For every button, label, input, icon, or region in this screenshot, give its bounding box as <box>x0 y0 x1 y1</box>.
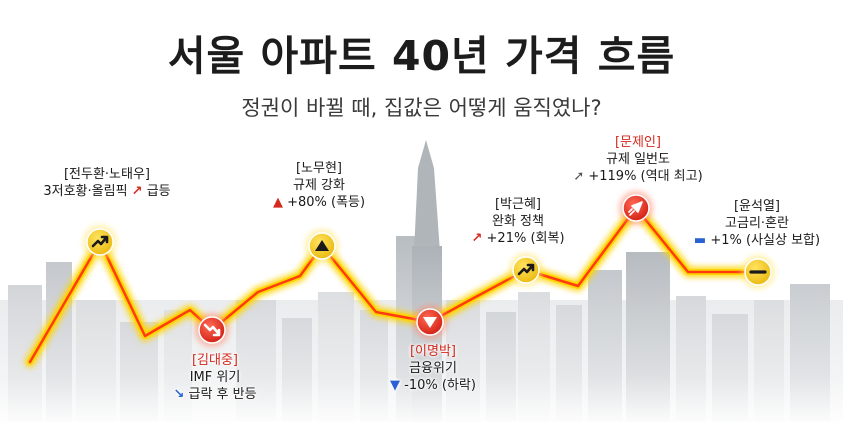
trend-up-icon <box>91 235 109 248</box>
era-change: +80% (폭등) <box>287 195 366 210</box>
label-yoon-sy: [윤석열] 고금리·혼란 ▬ +1% (사실상 보합) <box>682 198 832 249</box>
era-desc: 완화 정책 <box>492 214 544 229</box>
era-change: 급등 <box>146 184 171 199</box>
marker-1 <box>83 225 117 259</box>
trend-line-core <box>28 206 760 364</box>
era-name: [박근혜] <box>494 197 542 212</box>
marker-7 <box>741 255 775 289</box>
trend-down-icon <box>203 323 221 337</box>
rocket-icon <box>628 201 643 216</box>
marker-4 <box>413 305 447 339</box>
era-desc: 고금리·혼란 <box>725 216 789 231</box>
marker-5 <box>509 253 543 287</box>
era-name: [윤석열] <box>733 199 781 214</box>
trend-up-icon <box>517 263 535 276</box>
era-name: [김대중] <box>191 353 239 368</box>
label-kim-dj: [김대중] IMF 위기 ↘ 급락 후 반등 <box>150 352 280 403</box>
era-name: [이명박] <box>409 344 457 359</box>
triangle-up-icon <box>315 240 329 251</box>
era-desc: IMF 위기 <box>189 370 241 385</box>
trend-markers <box>83 191 775 347</box>
label-roh-mh: [노무현] 규제 강화 ▲ +80% (폭등) <box>254 160 384 211</box>
era-change: -10% (하락) <box>404 378 476 393</box>
triangle-down-icon <box>423 317 437 328</box>
page-subtitle: 정권이 바뀔 때, 집값은 어떻게 움직였나? <box>241 96 602 120</box>
rocket-icon: ➚ <box>573 169 585 184</box>
label-park-gh: [박근혜] 완화 정책 ↗ +21% (회복) <box>458 196 578 247</box>
era-desc: 금융위기 <box>409 361 457 376</box>
era-change: +1% (사실상 보합) <box>710 233 821 248</box>
label-lee-mb: [이명박] 금융위기 ▼ -10% (하락) <box>368 343 498 394</box>
rising-chart-icon: ↗ <box>131 184 143 199</box>
era-desc: 규제 일번도 <box>606 152 670 167</box>
era-name: [문제인] <box>614 135 662 150</box>
red-triangle-icon: ▲ <box>272 195 283 210</box>
era-change: 급락 후 반등 <box>188 387 257 402</box>
marker-2 <box>195 313 229 347</box>
rising-chart-icon: ↗ <box>471 231 483 246</box>
label-chun-roh: [전두환·노태우] 3저호황·올림픽 ↗ 급등 <box>32 166 182 200</box>
era-change: +21% (회복) <box>486 231 565 246</box>
marker-6 <box>619 191 653 225</box>
page-title: 서울 아파트 40년 가격 흐름 <box>167 32 676 80</box>
trend-line <box>24 202 764 368</box>
marker-3 <box>305 229 339 263</box>
era-name: [노무현] <box>295 161 343 176</box>
era-name: [전두환·노태우] <box>63 167 151 182</box>
era-desc: 3저호황·올림픽 <box>43 184 128 199</box>
label-moon-ji: [문제인] 규제 일번도 ➚ +119% (역대 최고) <box>558 134 718 185</box>
era-change: +119% (역대 최고) <box>588 169 703 184</box>
falling-chart-icon: ↘ <box>173 387 185 402</box>
marker-circle <box>198 316 226 344</box>
flat-dash-icon: ▬ <box>693 233 707 248</box>
era-desc: 규제 강화 <box>293 178 345 193</box>
blue-triangle-down-icon: ▼ <box>390 378 401 393</box>
